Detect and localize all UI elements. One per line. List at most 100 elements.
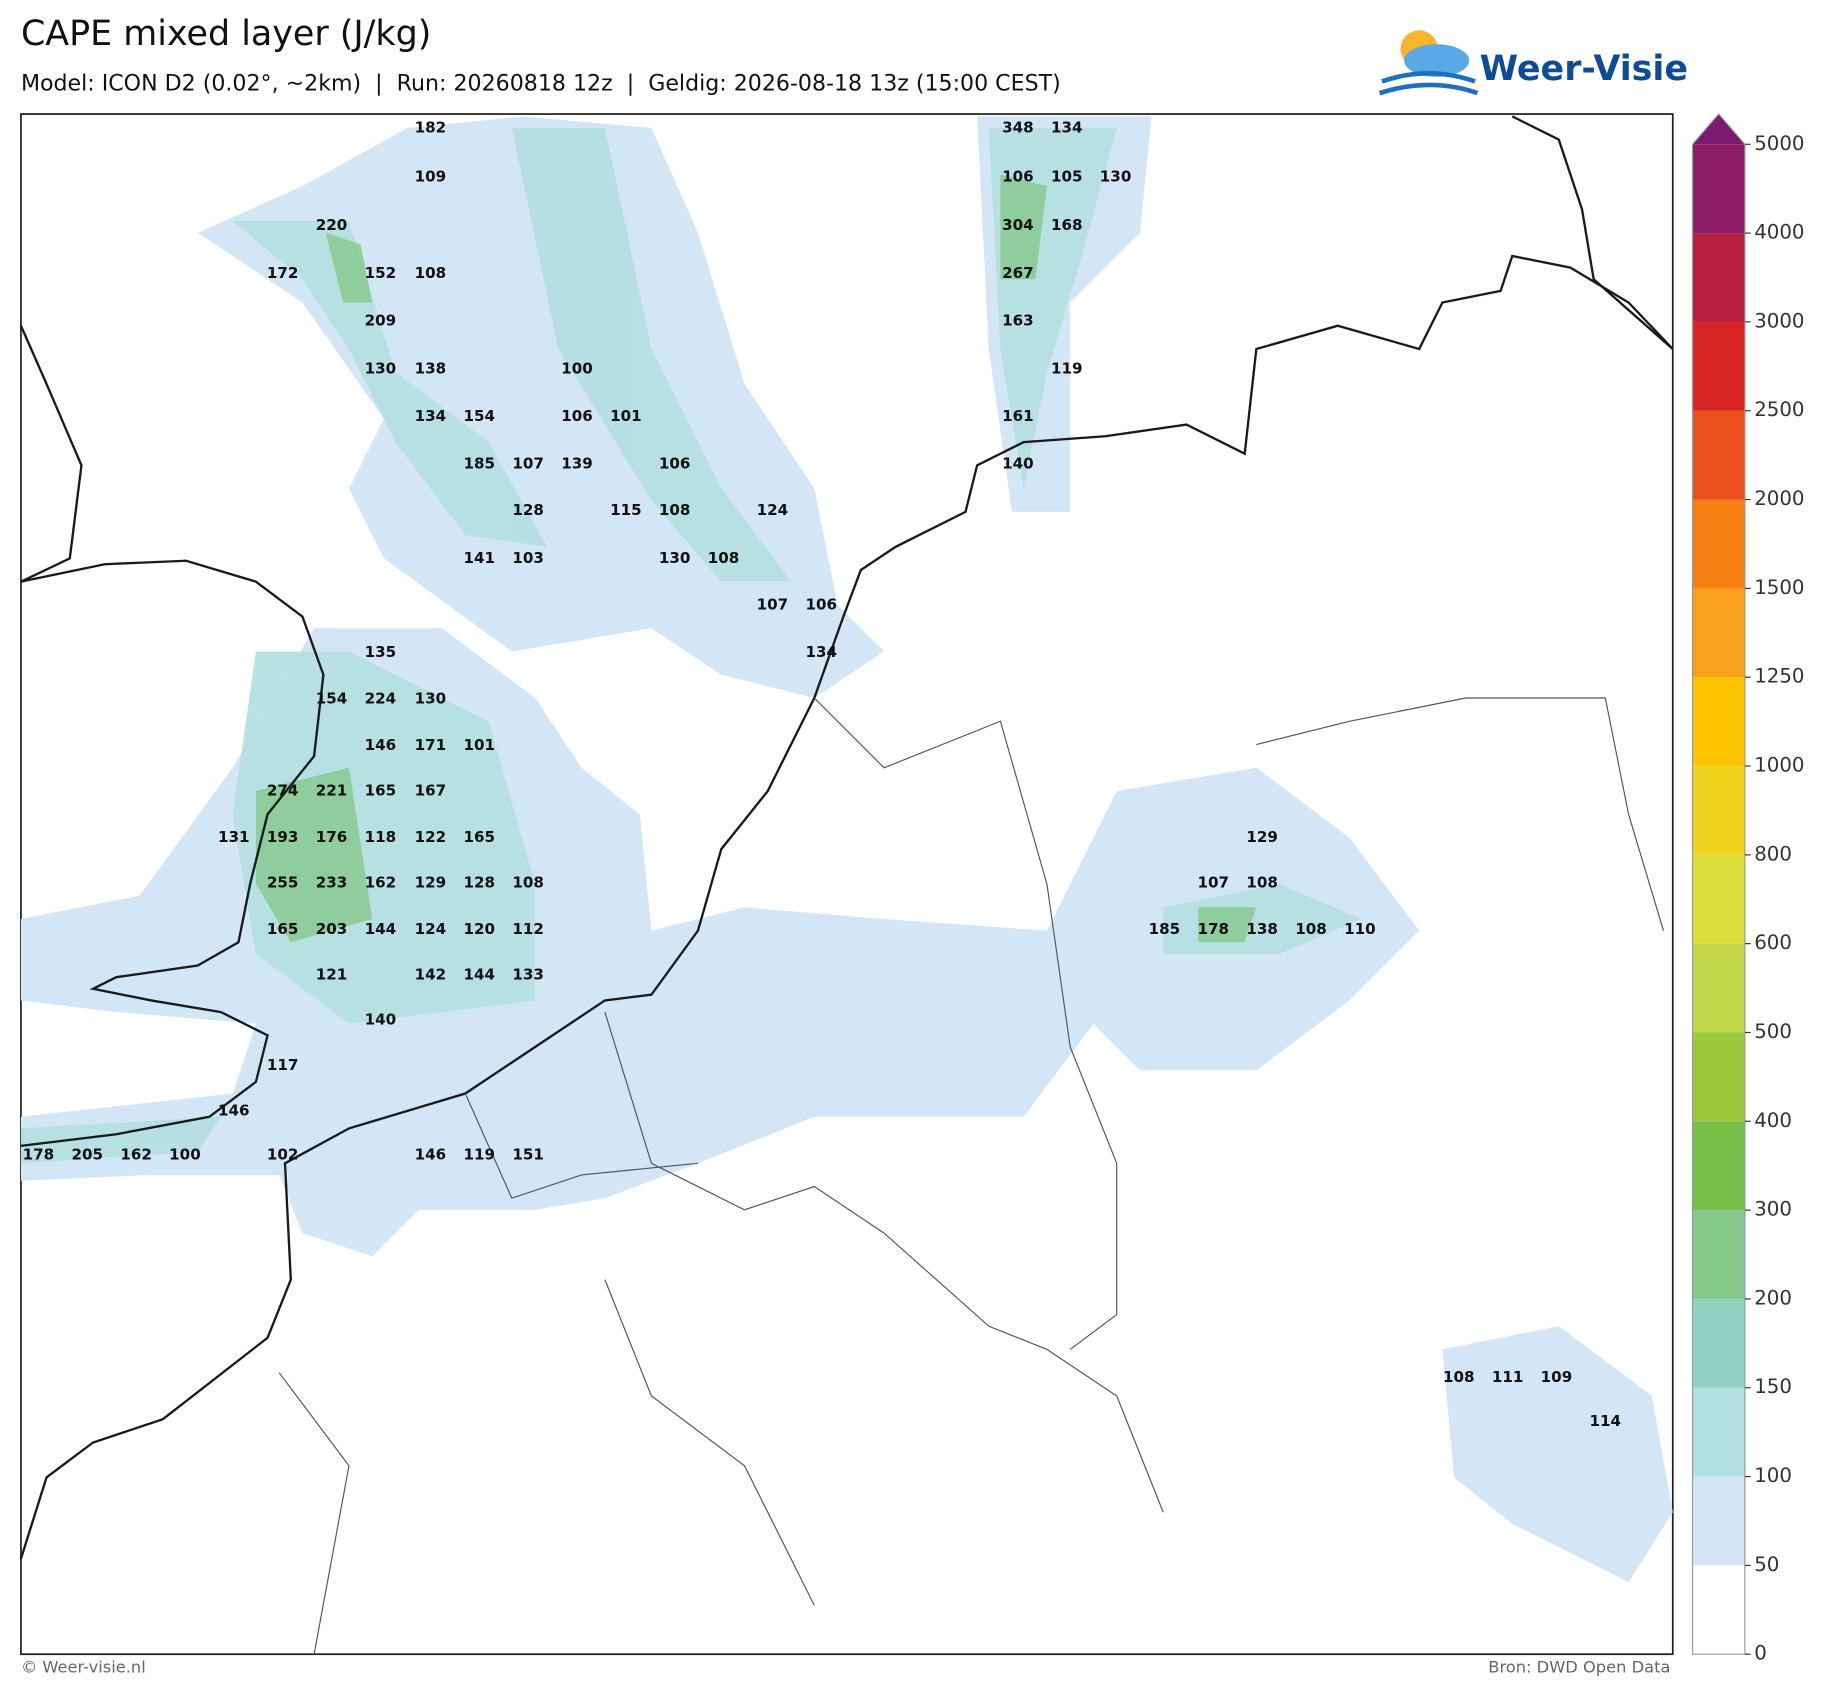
value-label: 146 — [415, 1146, 447, 1164]
value-label: 168 — [1051, 216, 1083, 234]
value-label: 108 — [512, 873, 544, 891]
value-label: 162 — [120, 1146, 152, 1164]
value-label: 119 — [463, 1146, 495, 1164]
value-label: 135 — [365, 643, 397, 661]
value-label: 171 — [415, 736, 447, 754]
colorbar-segment — [1692, 1210, 1745, 1299]
colorbar-tick-label: 400 — [1754, 1109, 1792, 1132]
value-label: 163 — [1002, 312, 1034, 330]
value-label: 111 — [1492, 1368, 1524, 1386]
colorbar-tick-label: 0 — [1754, 1642, 1767, 1665]
colorbar-tick-label: 50 — [1754, 1553, 1779, 1576]
value-label: 128 — [512, 501, 544, 519]
colorbar-tick-label: 1250 — [1754, 665, 1804, 688]
value-label: 193 — [267, 828, 299, 846]
colorbar-segment — [1692, 1476, 1745, 1566]
logo-text: Weer-Visie — [1480, 49, 1688, 89]
colorbar-tick-label: 600 — [1754, 931, 1792, 954]
value-label: 151 — [512, 1146, 544, 1164]
footer-right: Bron: DWD Open Data — [1488, 1658, 1670, 1677]
value-label: 140 — [365, 1011, 397, 1029]
colorbar-segment — [1692, 1565, 1745, 1655]
value-label: 274 — [267, 782, 299, 800]
colorbar-tick-label: 1000 — [1754, 754, 1804, 777]
value-label: 119 — [1051, 359, 1083, 377]
colorbar-tick-label: 2000 — [1754, 487, 1804, 510]
value-label: 106 — [659, 455, 691, 473]
value-label: 142 — [415, 965, 447, 983]
value-label: 154 — [316, 690, 348, 708]
logo: Weer-Visie — [1378, 30, 1688, 96]
value-label: 141 — [463, 549, 495, 567]
value-label: 130 — [659, 549, 691, 567]
value-label: 100 — [169, 1146, 201, 1164]
value-label: 120 — [463, 920, 495, 938]
value-label: 203 — [316, 920, 348, 938]
value-label: 134 — [415, 407, 447, 425]
value-label: 108 — [1443, 1368, 1475, 1386]
value-label: 101 — [463, 736, 495, 754]
value-label: 267 — [1002, 264, 1034, 282]
value-label: 121 — [316, 965, 348, 983]
map — [19, 113, 1674, 1656]
value-label: 140 — [1002, 455, 1034, 473]
colorbar-extend — [1692, 114, 1745, 145]
value-label: 134 — [805, 643, 837, 661]
value-label: 178 — [1198, 920, 1230, 938]
colorbar-tick-label: 800 — [1754, 842, 1792, 865]
value-label: 109 — [1541, 1368, 1573, 1386]
value-label: 146 — [218, 1101, 250, 1119]
value-label: 124 — [415, 920, 447, 938]
value-label: 108 — [659, 501, 691, 519]
value-label: 107 — [512, 455, 544, 473]
value-label: 108 — [1246, 873, 1278, 891]
value-labels: 182 348 134 109 106 105 130 220 304 168 172 152 108 2… — [23, 119, 1621, 1431]
value-label: 114 — [1590, 1412, 1622, 1430]
value-label: 138 — [1246, 920, 1278, 938]
colorbar-segment — [1692, 766, 1745, 855]
value-label: 107 — [757, 595, 789, 613]
value-label: 128 — [463, 873, 495, 891]
value-label: 152 — [365, 264, 397, 282]
colorbar-outline — [1691, 113, 1746, 1655]
colorbar-segment — [1692, 854, 1745, 944]
value-label: 165 — [267, 920, 299, 938]
colorbar-tick-label: 3000 — [1754, 309, 1804, 332]
colorbar-segment — [1692, 233, 1745, 322]
value-label: 133 — [512, 965, 544, 983]
value-label: 100 — [561, 359, 593, 377]
value-label: 209 — [365, 312, 397, 330]
value-label: 172 — [267, 264, 299, 282]
value-label: 112 — [512, 920, 544, 938]
value-label: 131 — [218, 828, 250, 846]
value-label: 138 — [415, 359, 447, 377]
colorbar-segment — [1692, 321, 1745, 411]
value-label: 224 — [365, 690, 397, 708]
value-label: 101 — [610, 407, 642, 425]
value-label: 117 — [267, 1056, 299, 1074]
value-label: 130 — [415, 690, 447, 708]
value-label: 167 — [415, 782, 447, 800]
value-label: 110 — [1344, 920, 1376, 938]
value-label: 233 — [316, 873, 348, 891]
value-label: 144 — [463, 965, 495, 983]
value-label: 146 — [365, 736, 397, 754]
value-label: 108 — [415, 264, 447, 282]
value-label: 129 — [1246, 828, 1278, 846]
value-label: 106 — [561, 407, 593, 425]
colorbar-segment — [1692, 410, 1745, 500]
value-label: 115 — [610, 501, 642, 519]
colorbar-segment — [1692, 588, 1745, 678]
colorbar-segment — [1692, 1387, 1745, 1477]
value-label: 106 — [1002, 167, 1034, 185]
value-label: 165 — [365, 782, 397, 800]
value-label: 154 — [463, 407, 495, 425]
colorbar-tick-label: 200 — [1754, 1286, 1792, 1309]
title: CAPE mixed layer (J/kg) — [21, 14, 431, 54]
value-label: 102 — [267, 1146, 299, 1164]
value-label: 304 — [1002, 216, 1034, 234]
colorbar-tick-label: 500 — [1754, 1020, 1792, 1043]
value-label: 178 — [23, 1146, 55, 1164]
colorbar-segment — [1692, 943, 1745, 1033]
